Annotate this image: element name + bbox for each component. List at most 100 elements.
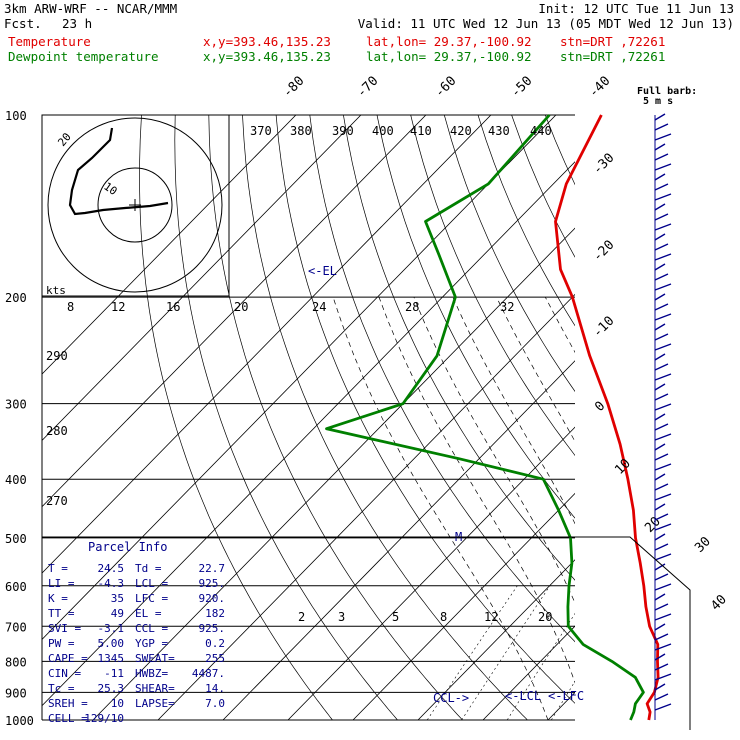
temp-xy: x,y=393.46,135.23: [203, 34, 331, 49]
dry-adiabat-line: [443, 115, 575, 392]
mixing-ratio-label: 2: [298, 610, 305, 624]
parcel-info-label: EL =: [135, 607, 162, 620]
wind-barb: [654, 163, 672, 171]
hodograph-tick: 12: [111, 300, 125, 314]
wind-barb: [654, 613, 672, 621]
wind-barb: [654, 143, 666, 151]
hodograph-tick: 20: [234, 300, 248, 314]
dry-adiabat-line: [376, 115, 575, 519]
mixing-ratio-line: [551, 680, 575, 720]
parcel-info-label: SREH =: [48, 697, 88, 710]
wind-barb: [654, 193, 672, 201]
dry-adiabat-line: [309, 115, 575, 643]
temperature-profile: [554, 114, 660, 721]
lfc-marker: <-LFC: [548, 689, 584, 703]
dew-xy: x,y=393.46,135.23: [203, 49, 331, 64]
wind-barb: [654, 353, 666, 361]
pressure-tick-label: 500: [5, 532, 27, 546]
hodograph-units: kts: [46, 284, 66, 297]
hodograph-tick: 8: [67, 300, 74, 314]
temperature-tick-label: -10: [590, 314, 617, 341]
mixing-ratio-label: 3: [338, 610, 345, 624]
hodograph-frame: [41, 114, 230, 297]
parcel-info-value: 7.0: [205, 697, 225, 710]
temperature-tick-label: 10: [612, 456, 634, 478]
parcel-info-value: 49: [111, 607, 124, 620]
wind-barb: [654, 273, 669, 281]
parcel-info-label: LI =: [48, 577, 75, 590]
parcel-info-label: CAPE =: [48, 652, 88, 665]
wind-barb: [654, 133, 672, 141]
wind-barb: [654, 443, 666, 451]
barb-legend-units: 5 m s: [643, 96, 673, 107]
wind-barb: [654, 363, 669, 371]
mixing-ratio-label: 5: [392, 610, 399, 624]
temperature-tick-label: -70: [354, 74, 381, 101]
model-title: 3km ARW-WRF -- NCAR/MMM: [4, 1, 178, 16]
wind-barb: [654, 543, 669, 551]
wind-barb: [654, 243, 669, 251]
isotherm-line: [42, 115, 557, 640]
isotherm-line: [42, 115, 297, 375]
isotherm-line: [678, 115, 740, 720]
dry-adiabat-line: [477, 115, 575, 327]
parcel-info-label: TT =: [48, 607, 75, 620]
parcel-info-label: LCL =: [135, 577, 168, 590]
temperature-tick-label: -80: [280, 74, 307, 101]
pressure-tick-label: 600: [5, 580, 27, 594]
parcel-info-label: Tc =: [48, 682, 75, 695]
pressure-tick-label: 900: [5, 686, 27, 700]
wind-barb: [654, 683, 666, 691]
theta-tick-label: 420: [450, 124, 472, 138]
mixing-ratio-line: [591, 586, 672, 720]
wind-barb: [654, 533, 666, 541]
dry-adiabat-line: [714, 115, 740, 720]
hodograph-trace: [68, 127, 169, 216]
wind-barb: [654, 703, 672, 711]
wind-barb: [654, 503, 666, 511]
parcel-info-value: -3.1: [98, 622, 125, 635]
pressure-tick-label: 200: [5, 291, 27, 305]
wind-barb: [654, 463, 672, 471]
parcel-info-value: 4487.: [192, 667, 225, 680]
wind-barb: [654, 153, 669, 161]
wind-barb: [654, 663, 669, 671]
parcel-info-value: 925.: [199, 622, 226, 635]
wind-barb: [654, 433, 672, 441]
wind-barb: [654, 473, 666, 481]
temp-station: stn=DRT ,72261: [560, 34, 666, 49]
wind-barb: [654, 113, 666, 121]
parcel-info-panel: Parcel Info T = 24.5 Td = 22.7 LI = -4.3 LCL = 9…: [42, 536, 691, 730]
dry-adiabat-line: [174, 115, 398, 720]
pressure-tick-label: 700: [5, 620, 27, 634]
isotherm-line: [417, 559, 575, 720]
temperature-tick-label: -50: [508, 74, 535, 101]
dry-adiabat-line: [680, 115, 740, 720]
parcel-info-label: SWEAT=: [135, 652, 175, 665]
isotherm-line: [42, 115, 492, 574]
parcel-info-value: -4.3: [98, 577, 125, 590]
wind-barb: [654, 453, 669, 461]
parcel-info-value: 920.: [199, 592, 226, 605]
wind-barbs: Full barb:5 m s: [637, 86, 697, 720]
forecast-hours: 23 h: [62, 16, 93, 31]
dry-adiabat-line: [613, 115, 740, 720]
wind-barb: [654, 333, 669, 341]
parcel-info-label: CCL =: [135, 622, 168, 635]
wind-barb: [654, 403, 672, 411]
wind-barb: [654, 493, 672, 501]
parcel-info-label: PW =: [48, 637, 75, 650]
temperature-tick-label: -20: [590, 238, 617, 265]
temp-latlon: lat,lon= 29.37,-100.92: [366, 34, 532, 49]
hodograph-tick: 24: [312, 300, 326, 314]
ccl-marker: CCL->: [433, 691, 469, 705]
hodograph-ring-10: [97, 167, 173, 243]
parcel-info-value: -11: [104, 667, 124, 680]
profile-lines: [325, 114, 660, 721]
parcel-info-value: 0.2: [205, 637, 225, 650]
parcel-info-value: 129/10: [84, 712, 124, 725]
wind-barb: [654, 423, 669, 431]
mixing-ratio-line: [506, 612, 575, 720]
wind-barb: [654, 573, 669, 581]
